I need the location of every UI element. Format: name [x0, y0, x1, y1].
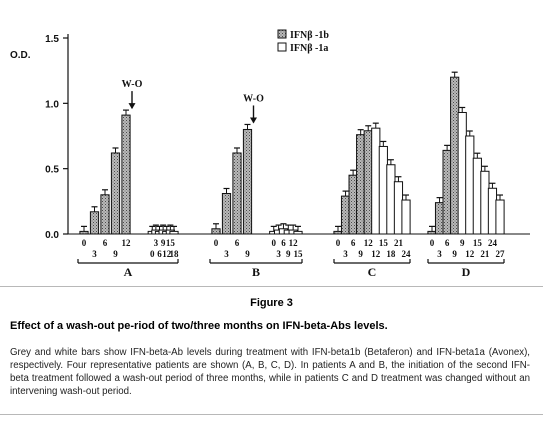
legend-swatch	[277, 29, 287, 39]
legend-label: IFNβ -1b	[290, 30, 329, 41]
group-label: A	[124, 265, 133, 279]
bar-ifnb1a	[495, 199, 505, 235]
bar-ifnb1b	[89, 211, 100, 235]
group-label: C	[368, 265, 377, 279]
month-label: 12	[162, 249, 172, 259]
bar-ifnb1b	[340, 195, 351, 235]
month-label: 15	[166, 238, 176, 248]
bar-chart: 0.00.51.01.5O.D. 0369120369121518AW-O036…	[10, 29, 530, 279]
bar-ifnb1a	[487, 187, 498, 235]
month-label: 18	[170, 249, 180, 259]
bar-ifnb1b	[211, 228, 221, 235]
group-label: D	[462, 265, 471, 279]
month-label: 21	[394, 238, 404, 248]
month-label: 0	[82, 238, 87, 248]
month-label: 3	[437, 249, 442, 259]
month-label: 6	[103, 238, 108, 248]
bar-ifnb1a	[371, 127, 381, 235]
month-label: 9	[358, 249, 363, 259]
month-label: 21	[480, 249, 490, 259]
month-label: 6	[351, 238, 356, 248]
y-axis-label: O.D.	[10, 50, 31, 61]
bar-ifnb1b	[333, 230, 343, 235]
bar-ifnb1b	[356, 134, 366, 235]
month-label: 6	[157, 249, 162, 259]
legend-label: IFNβ -1a	[290, 43, 328, 54]
bar-ifnb1b	[100, 194, 110, 235]
bar-ifnb1a	[378, 145, 388, 235]
washout-arrow-head	[128, 103, 136, 110]
divider-bottom	[0, 414, 543, 415]
month-label: 9	[161, 238, 166, 248]
figure-label: Figure 3	[250, 297, 293, 309]
month-label: 3	[224, 249, 229, 259]
month-label: 0	[150, 249, 155, 259]
month-label: 6	[235, 238, 240, 248]
month-label: 0	[430, 238, 435, 248]
bar-ifnb1b	[450, 76, 460, 235]
month-label: 6	[281, 238, 286, 248]
bar-ifnb1b	[434, 202, 445, 235]
month-label: 15	[473, 238, 483, 248]
legend-swatch	[277, 42, 287, 52]
washout-label: W-O	[243, 93, 264, 104]
month-label: 15	[294, 249, 304, 259]
month-label: 3	[343, 249, 348, 259]
washout-label: W-O	[122, 79, 143, 90]
bar-ifnb1a	[465, 135, 475, 235]
month-label: 0	[336, 238, 341, 248]
bar-ifnb1a	[480, 170, 490, 235]
bar-ifnb1b	[442, 149, 452, 235]
month-label: 24	[488, 238, 498, 248]
bar-ifnb1a	[169, 230, 179, 235]
month-label: 6	[445, 238, 450, 248]
y-tick-label: 0.5	[45, 165, 59, 176]
month-label: 27	[496, 249, 506, 259]
month-label: 3	[92, 249, 97, 259]
y-tick-label: 1.0	[45, 99, 59, 110]
caption-body: Grey and white bars show IFN-beta-Ab lev…	[10, 347, 530, 397]
month-label: 12	[289, 238, 299, 248]
month-label: 0	[272, 238, 277, 248]
month-label: 12	[465, 249, 475, 259]
bar-ifnb1a	[472, 157, 482, 235]
bar-ifnb1a	[457, 111, 467, 235]
figure-chart: 0.0 0.5 1.0 1.5 O.D. 0 3 6 9 12 0 3 6 9 12 15 18 A W-O 0 3 6…	[10, 29, 530, 279]
month-label: 9	[113, 249, 118, 259]
bar-ifnb1b	[121, 114, 131, 235]
month-label: 15	[379, 238, 389, 248]
month-label: 18	[386, 249, 396, 259]
month-label: 9	[460, 238, 465, 248]
bar-ifnb1a	[386, 164, 396, 235]
bar-ifnb1b	[348, 174, 358, 235]
bar-ifnb1b	[427, 230, 437, 235]
month-label: 12	[364, 238, 374, 248]
bar-ifnb1b	[221, 192, 232, 235]
bar-ifnb1b	[363, 130, 373, 235]
month-label: 9	[452, 249, 457, 259]
bar-ifnb1a	[393, 181, 404, 235]
washout-arrow-head	[250, 117, 257, 124]
bar-ifnb1b	[79, 230, 89, 235]
month-label: 3	[154, 238, 159, 248]
divider-top	[0, 286, 543, 287]
month-label: 9	[245, 249, 250, 259]
y-tick-label: 1.5	[45, 34, 59, 45]
bar-ifnb1a	[293, 230, 303, 235]
bar-ifnb1b	[110, 152, 121, 235]
month-label: 9	[286, 249, 291, 259]
month-label: 24	[402, 249, 412, 259]
month-label: 12	[371, 249, 381, 259]
caption-title: Effect of a wash-out pe-riod of two/thre…	[10, 320, 388, 332]
month-label: 3	[276, 249, 281, 259]
month-label: 12	[122, 238, 132, 248]
bar-ifnb1b	[232, 152, 242, 235]
month-label: 0	[214, 238, 219, 248]
bar-ifnb1a	[401, 199, 411, 235]
bar-ifnb1b	[242, 128, 253, 235]
group-label: B	[252, 265, 260, 279]
y-tick-label: 0.0	[45, 230, 59, 241]
